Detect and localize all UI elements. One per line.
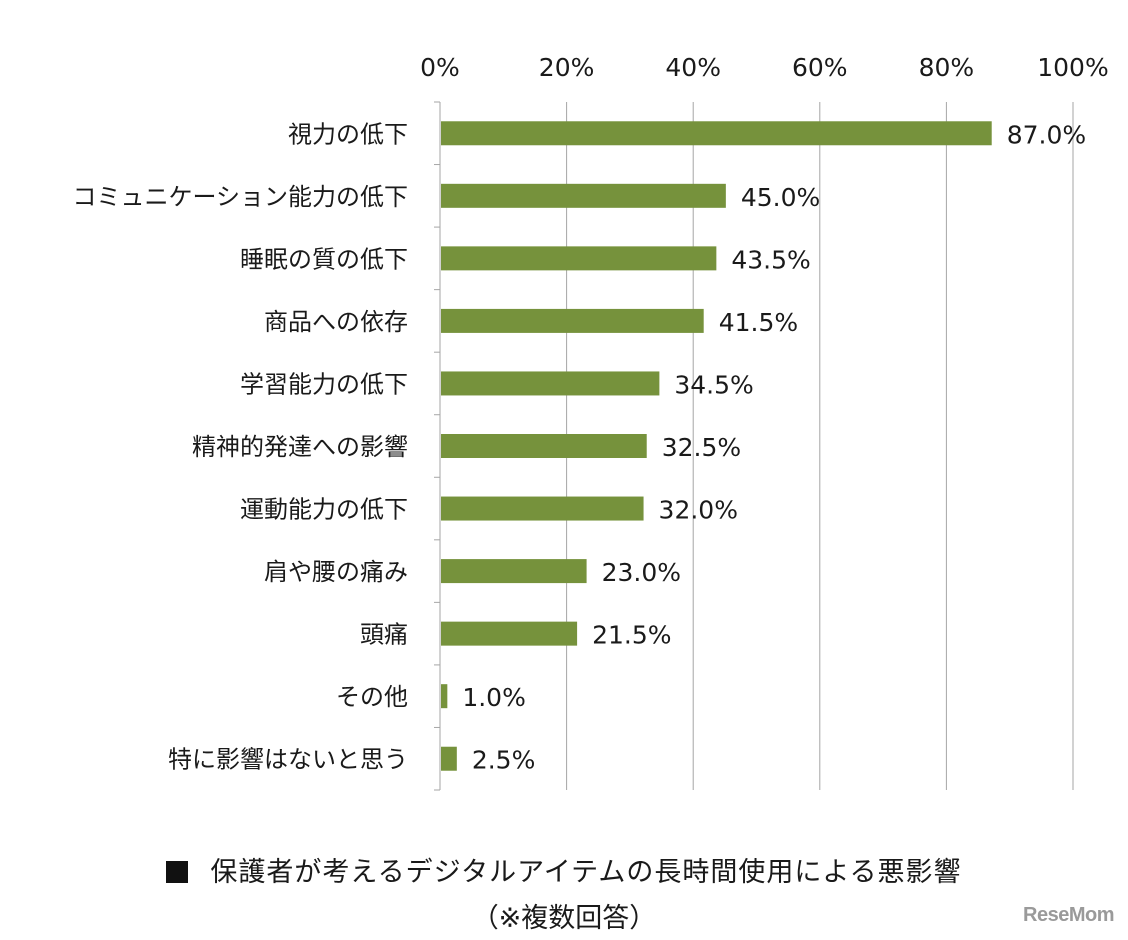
caption-square-icon [166, 861, 189, 883]
value-label: 32.5% [662, 433, 741, 462]
bar [441, 121, 992, 146]
bar [441, 559, 587, 584]
bar-chart: 0% 20% 40% 60% 80% 100% 視力の低下 87.0% コミュニケーション能力の… [72, 53, 1109, 791]
category-label: 肩や腰の痛み [264, 558, 408, 586]
x-tick-label: 100% [1037, 53, 1108, 82]
category-label: 睡眠の質の低下 [240, 245, 408, 273]
category-label: 運動能力の低下 [240, 496, 408, 524]
category-label: 特に影響はないと思う [168, 746, 408, 774]
category-label: 視力の低下 [288, 120, 408, 148]
value-label: 21.5% [592, 621, 671, 650]
bar [441, 183, 726, 208]
value-label: 43.5% [731, 245, 810, 274]
bar [441, 371, 660, 396]
caption-title-text: 保護者が考えるデジタルアイテムの長時間使用による悪影響 [210, 857, 962, 888]
resemom-logo: ReseMom [1023, 904, 1114, 926]
x-tick-label: 20% [539, 53, 595, 82]
category-label: 学習能力の低下 [240, 370, 408, 398]
value-label: 34.5% [674, 370, 753, 399]
value-label: 41.5% [719, 308, 798, 337]
bar [441, 496, 644, 521]
category-label: 頭痛 [360, 621, 408, 649]
category-label: 商品への依存 [264, 308, 408, 336]
bar [441, 621, 578, 646]
category-label: 精神的発達への影響 [192, 433, 408, 461]
bar [441, 308, 704, 333]
category-label: コミュニケーション能力の低下 [72, 183, 408, 211]
value-label: 23.0% [602, 558, 681, 587]
bar [441, 746, 457, 771]
category-label: その他 [336, 683, 408, 711]
x-tick-label: 80% [919, 53, 975, 82]
value-label: 2.5% [472, 746, 536, 775]
x-tick-label: 0% [420, 53, 460, 82]
value-label: 32.0% [659, 496, 738, 525]
value-label: 1.0% [462, 683, 526, 712]
value-label: 87.0% [1007, 120, 1086, 149]
caption-subtitle: （※複数回答） [471, 903, 657, 934]
chart-caption: 保護者が考えるデジタルアイテムの長時間使用による悪影響 [0, 850, 1128, 889]
value-label: 45.0% [741, 183, 820, 212]
x-tick-label: 40% [665, 53, 721, 82]
bar [441, 246, 717, 271]
x-tick-label: 60% [792, 53, 848, 82]
bar [441, 684, 448, 709]
bar [441, 434, 647, 458]
